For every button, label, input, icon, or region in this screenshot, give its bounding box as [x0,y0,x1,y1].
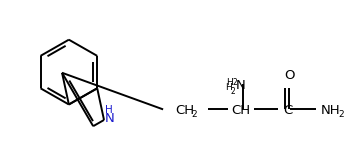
Text: H: H [105,105,113,115]
Text: NH: NH [321,104,340,117]
Text: CH: CH [175,104,194,117]
Text: O: O [284,69,295,82]
Text: 2: 2 [191,110,197,119]
Text: 2: 2 [339,110,344,119]
Text: N: N [235,79,245,92]
Text: H: H [225,83,231,92]
Text: N: N [105,112,115,125]
Text: H: H [226,78,233,87]
Text: 2: 2 [231,87,235,96]
Text: C: C [283,104,293,117]
Text: CH: CH [231,104,251,117]
Text: 2: 2 [233,78,237,87]
